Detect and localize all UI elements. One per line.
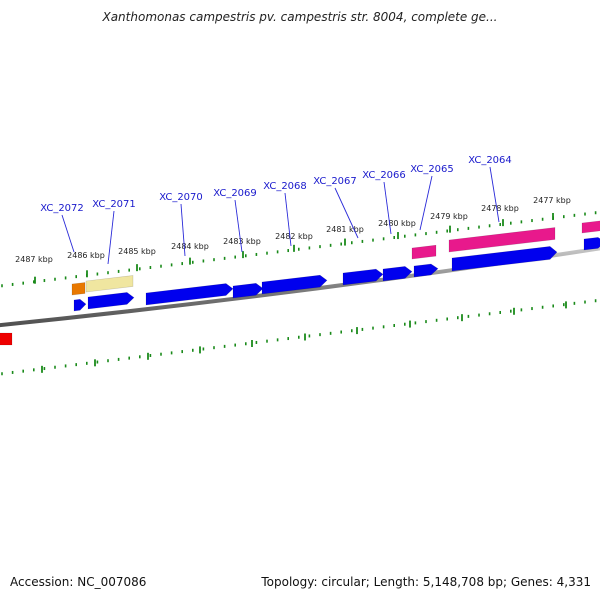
label-leader [61, 214, 75, 253]
gene-label: XC_2071 [92, 199, 136, 210]
gene-feature [411, 244, 437, 260]
scale-label: 2477 kbp [533, 196, 571, 205]
gene-feature [448, 227, 556, 253]
gene-label: XC_2070 [159, 192, 203, 203]
gene-label-leaders [61, 166, 500, 265]
label-leader [383, 181, 392, 235]
scale-label: 2484 kbp [171, 242, 209, 251]
label-leader [234, 199, 243, 253]
cds-feature [232, 282, 264, 299]
cds-feature [87, 292, 135, 310]
gene-label: XC_2065 [410, 164, 454, 175]
scale-label: 2485 kbp [118, 247, 156, 256]
scale-label: 2478 kbp [481, 204, 519, 213]
scale-label: 2487 kbp [15, 255, 53, 264]
accession-label: Accession: NC_007086 [10, 575, 147, 589]
label-leader [107, 210, 115, 265]
gene-feature [85, 275, 134, 293]
label-leader [419, 175, 433, 231]
gene-label: XC_2064 [468, 155, 512, 166]
genome-stats-label: Topology: circular; Length: 5,148,708 bp… [261, 575, 591, 589]
cds-feature [342, 268, 384, 286]
outer-scale-ring [1, 211, 597, 288]
gene-feature [0, 332, 13, 346]
inner-scale-ring [1, 299, 597, 376]
cds-feature [413, 263, 439, 278]
label-leader [334, 187, 359, 239]
label-leader [180, 203, 186, 257]
gene-feature [581, 220, 600, 234]
map-title: Xanthomonas campestris pv. campestris st… [102, 10, 498, 24]
scale-label: 2480 kbp [378, 219, 416, 228]
cds-feature [583, 237, 600, 251]
scale-label: 2479 kbp [430, 212, 468, 221]
scale-label: 2482 kbp [275, 232, 313, 241]
scale-labels: 2487 kbp 2486 kbp 2485 kbp 2484 kbp 2483 kbp… [15, 196, 571, 264]
gene-labels: XC_2072 XC_2071 XC_2070 XC_2069 XC_2068 XC_20… [40, 155, 512, 214]
cds-feature [145, 283, 234, 306]
cds-feature [73, 298, 87, 312]
cds-feature [261, 274, 328, 295]
gene-features [0, 220, 600, 346]
scale-label: 2481 kbp [326, 225, 364, 234]
label-leader [489, 166, 500, 223]
gene-label: XC_2069 [213, 188, 257, 199]
label-leader [284, 192, 292, 247]
gene-label: XC_2072 [40, 203, 84, 214]
cds-feature [451, 246, 558, 272]
cds-feature [382, 266, 413, 282]
gene-label: XC_2067 [313, 176, 357, 187]
gene-label: XC_2066 [362, 170, 406, 181]
scale-label: 2483 kbp [223, 237, 261, 246]
scale-label: 2486 kbp [67, 251, 105, 260]
gene-feature [71, 282, 86, 296]
gene-label: XC_2068 [263, 181, 307, 192]
